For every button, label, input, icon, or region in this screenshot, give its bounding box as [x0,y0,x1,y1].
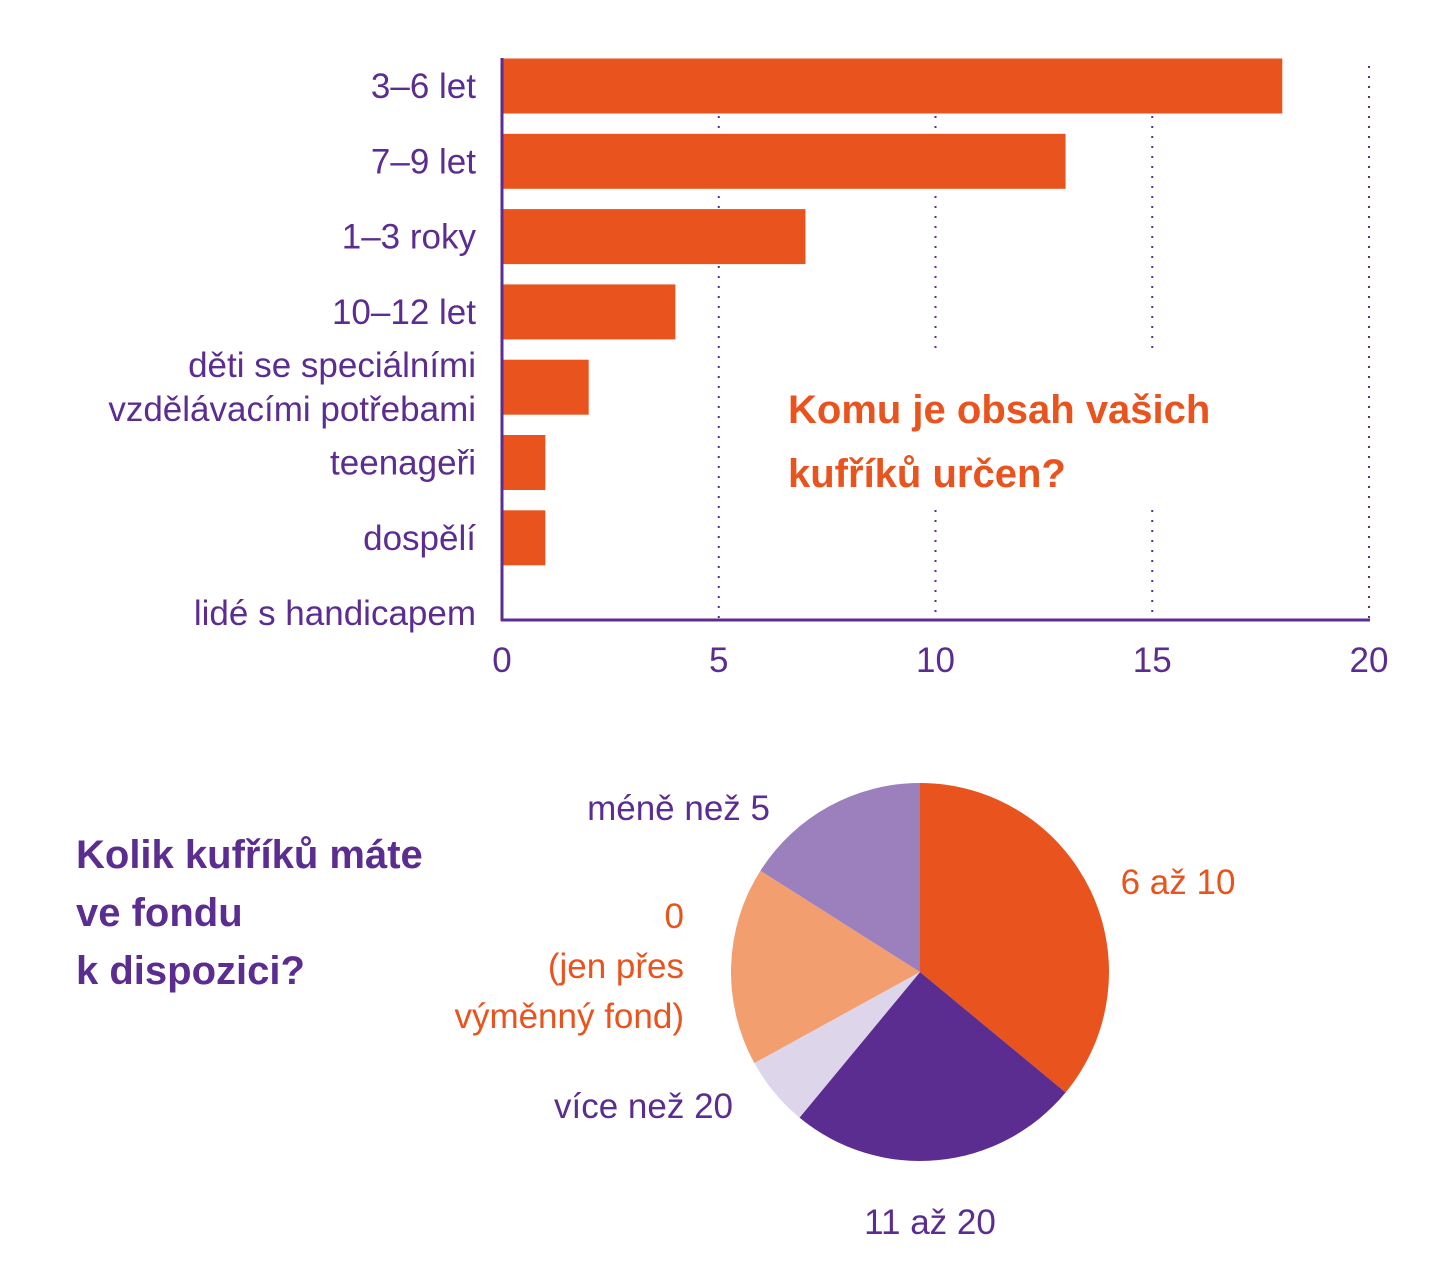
x-tick-label: 0 [492,641,511,680]
pie-slice [920,783,1109,1093]
pie-chart-title: Kolik kufříků máte ve fondu k dispozici? [76,826,536,1000]
category-label: dospělí [363,519,476,558]
bar-chart-title: Komu je obsah vašich kufříků určen? [788,378,1308,506]
x-tick-label: 20 [1350,641,1389,680]
pie-chart-title-line: ve fondu [76,891,243,935]
bar [502,284,676,340]
bar-chart-title-line: Komu je obsah vašich [788,388,1211,432]
bar [502,133,1066,189]
bar-chart: 0 5 10 15 20 3–6 let 7–9 let 1–3 roky 10–12 let d… [108,58,1389,680]
x-tick-label: 5 [709,641,728,680]
category-label: vzdělávacími potřebami [108,390,476,429]
pie-slice [731,870,920,1064]
bar-chart-title-line: kufříků určen? [788,452,1066,496]
slice-label: 6 až 10 [1121,863,1236,902]
category-label: teenageři [330,444,476,483]
slice-label: výměnný fond) [454,997,684,1036]
slice-label: více než 20 [554,1087,733,1126]
pie-chart-title-line: k dispozici? [76,949,305,993]
category-label: 7–9 let [371,142,476,181]
x-tick-label: 10 [916,641,955,680]
category-label: 1–3 roky [342,218,477,257]
slice-label: (jen přes [548,947,684,986]
pie-slice [799,972,1066,1161]
bar [502,435,546,490]
slice-label: méně než 5 [587,789,770,828]
x-tick-label: 15 [1133,641,1172,680]
bar [502,58,1283,114]
category-label: 3–6 let [371,67,476,106]
bar [502,209,806,265]
pie-slice [754,972,920,1118]
slice-label: 0 [665,897,684,936]
pie-slice [760,783,920,972]
bar [502,359,589,415]
bar [502,510,546,566]
category-label: lidé s handicapem [194,594,476,633]
pie-chart-title-line: Kolik kufříků máte [76,833,423,877]
category-label: děti se speciálními [188,346,476,385]
category-label: 10–12 let [332,293,476,332]
slice-label: 11 až 20 [864,1203,996,1242]
